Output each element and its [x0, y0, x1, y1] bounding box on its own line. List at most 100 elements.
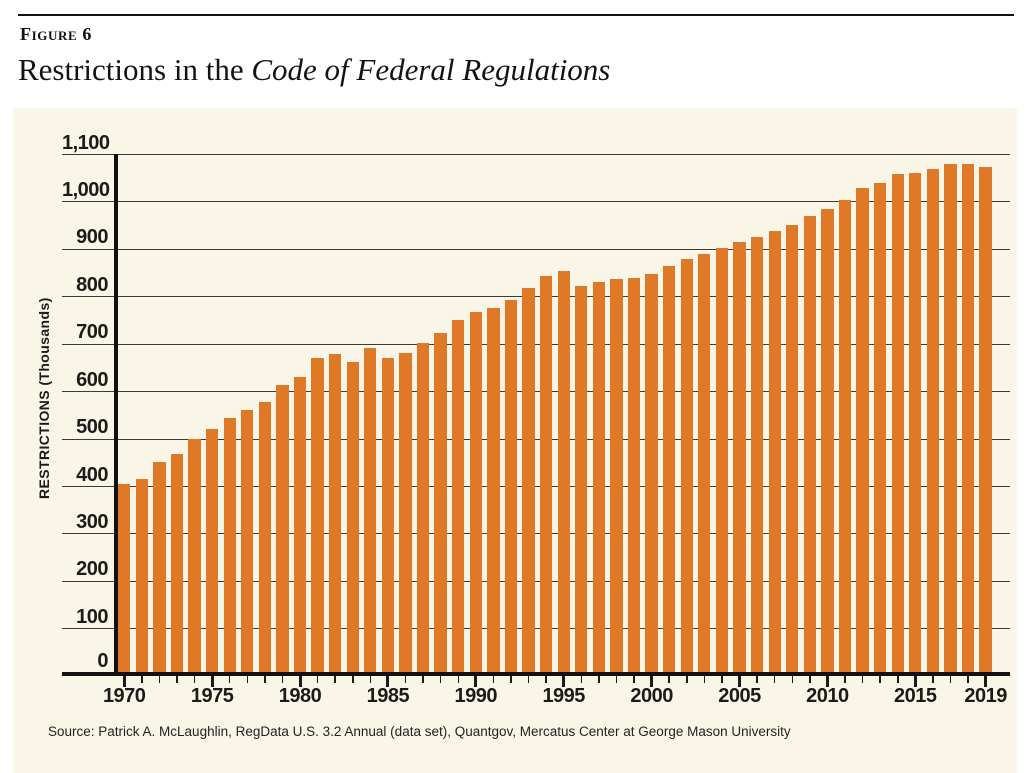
- x-tick-label-1975: 1975: [190, 685, 234, 707]
- bar-2011: [838, 200, 852, 676]
- x-tick-1974: [193, 676, 196, 683]
- x-tick-1971: [141, 676, 143, 683]
- y-tick-label-1000: 1,000: [62, 178, 110, 201]
- bar-1998: [610, 279, 623, 676]
- x-tick-2008: [791, 676, 793, 683]
- bar-1971: [135, 478, 148, 676]
- x-tick-2006: [756, 676, 758, 683]
- gridline-300: [62, 533, 1010, 535]
- x-tick-2007: [773, 676, 776, 683]
- x-tick-1982: [334, 676, 336, 683]
- x-tick-2014: [897, 676, 899, 683]
- x-tick-label-2015: 2015: [894, 685, 937, 707]
- gridline-1100: [62, 154, 1010, 155]
- bar-2002: [680, 258, 693, 676]
- bar-1985: [381, 357, 395, 676]
- x-tick-2016: [932, 676, 934, 683]
- x-tick-2009: [809, 676, 811, 683]
- y-tick-label-100: 100: [76, 605, 108, 628]
- y-axis-line: [114, 154, 118, 676]
- x-tick-2003: [703, 676, 706, 683]
- bar-1970: [118, 484, 131, 676]
- x-tick-1977: [246, 676, 248, 683]
- x-tick-2010: [825, 676, 829, 687]
- bar-1972: [153, 462, 166, 676]
- page-title: Restrictions in the Code of Federal Regu…: [18, 52, 610, 88]
- x-tick-label-1995: 1995: [542, 685, 585, 707]
- gridline-1000: [62, 201, 1010, 203]
- x-tick-1988: [439, 676, 442, 683]
- bar-2013: [873, 182, 887, 676]
- bar-1990: [469, 311, 482, 676]
- gridline-800: [62, 296, 1010, 298]
- x-tick-1992: [510, 676, 512, 683]
- bar-2006: [750, 236, 764, 676]
- bar-2012: [856, 188, 869, 676]
- x-tick-1993: [527, 676, 530, 683]
- bar-1994: [539, 276, 553, 676]
- x-tick-2001: [668, 676, 670, 683]
- x-tick-1991: [492, 676, 495, 683]
- bar-1984: [364, 348, 377, 676]
- y-tick-label-900: 900: [76, 226, 108, 249]
- x-tick-1983: [352, 676, 354, 683]
- bar-1977: [241, 410, 254, 676]
- bar-1980: [293, 376, 307, 676]
- plot-area: 0 100 200 300 400 500 600 700 800 900 1,000 1,100 19…: [62, 132, 1010, 707]
- bar-2018: [961, 163, 975, 676]
- bar-1974: [188, 438, 201, 676]
- x-tick-label-1970: 1970: [102, 685, 146, 707]
- y-tick-label-600: 600: [76, 368, 108, 391]
- y-axis-title: RESTRICTIONS (Thousands): [36, 297, 52, 499]
- x-tick-1980: [298, 676, 302, 687]
- x-tick-2019: [984, 676, 988, 687]
- bar-1978: [258, 401, 271, 676]
- bar-1995: [557, 271, 570, 676]
- bar-1983: [346, 362, 359, 676]
- bar-2009: [803, 216, 816, 676]
- y-tick-label-800: 800: [76, 273, 108, 296]
- bar-1982: [329, 354, 342, 676]
- bar-1973: [170, 453, 184, 676]
- bar-2014: [891, 174, 904, 676]
- bar-1988: [434, 332, 447, 676]
- x-tick-1994: [545, 676, 547, 683]
- bar-2017: [944, 163, 957, 676]
- bar-1991: [487, 308, 500, 676]
- bar-1979: [276, 385, 289, 676]
- x-tick-2011: [844, 676, 846, 683]
- bar-1996: [575, 285, 588, 676]
- bar-2003: [698, 254, 711, 676]
- x-tick-2005: [738, 676, 741, 687]
- x-tick-2018: [967, 676, 969, 683]
- x-tick-1976: [228, 676, 231, 683]
- top-divider: [18, 14, 1014, 16]
- x-tick-1997: [598, 676, 600, 683]
- gridline-700: [62, 343, 1010, 345]
- source-text: Source: Patrick A. McLaughlin, RegData U…: [48, 724, 791, 739]
- bar-2015: [909, 173, 922, 676]
- bar-1992: [504, 300, 518, 676]
- bar-2019: [979, 167, 992, 676]
- y-tick-label-400: 400: [76, 463, 108, 486]
- x-tick-1984: [369, 676, 372, 683]
- x-tick-2012: [861, 676, 864, 683]
- x-tick-1987: [422, 676, 424, 683]
- bar-1987: [416, 343, 430, 676]
- x-tick-label-2010: 2010: [806, 685, 849, 707]
- bar-2016: [926, 168, 940, 676]
- x-tick-1978: [264, 676, 266, 683]
- x-tick-1999: [633, 676, 635, 683]
- bar-1975: [205, 429, 219, 676]
- x-tick-1989: [457, 676, 459, 683]
- bar-1989: [452, 320, 465, 676]
- x-tick-1981: [316, 676, 319, 683]
- x-tick-label-1985: 1985: [366, 685, 410, 707]
- chart-panel: RESTRICTIONS (Thousands) 0 100 200 300 400 50…: [13, 108, 1017, 773]
- gridline-200: [62, 580, 1010, 582]
- gridline-900: [62, 248, 1010, 250]
- x-tick-label-2000: 2000: [630, 685, 673, 707]
- y-tick-label-200: 200: [76, 558, 108, 581]
- bar-2005: [733, 242, 746, 676]
- x-tick-label-2005: 2005: [718, 685, 761, 707]
